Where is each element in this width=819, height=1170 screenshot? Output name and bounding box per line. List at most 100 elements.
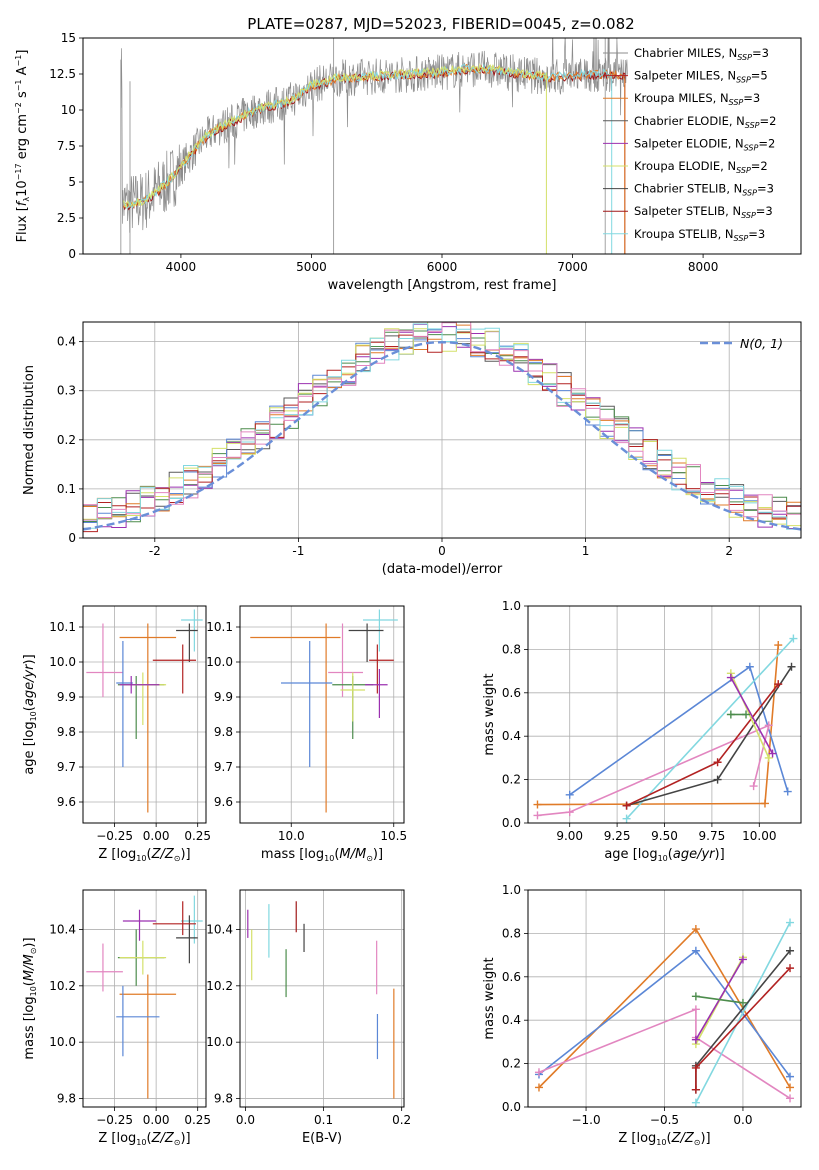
- residuals-xtick-label: 0: [438, 544, 446, 558]
- residuals-xtick-label: 2: [725, 544, 733, 558]
- weight_vs_age-xtick-label: 9.25: [604, 829, 631, 843]
- age_vs_mass-ytick-label: 9.7: [214, 760, 233, 774]
- weight-point-marker: [691, 1035, 700, 1044]
- weight-series-line: [626, 683, 779, 807]
- spectrum-axes: 4000 5000 6000 7000 8000 0 2.5 5 7.5 10 12.5 15 wave…: [14, 31, 718, 293]
- spectrum-xtick-label: 8000: [688, 260, 719, 274]
- spectrum-ytick-label: 7.5: [57, 139, 76, 153]
- weight-point-marker: [749, 782, 758, 791]
- mass_vs_ebv-xtick-label: 0.0: [236, 1113, 255, 1127]
- mass_vs_Z-ytick-label: 10.0: [49, 1035, 76, 1049]
- weight-point-marker: [786, 1094, 795, 1103]
- weight_vs_Z-ytick-label: 0.8: [502, 926, 521, 940]
- model-line-kroupa-miles: [123, 63, 626, 254]
- weight-point-marker: [713, 775, 722, 784]
- weight_vs_age-ylabel: mass weight: [482, 673, 497, 755]
- residuals-xtick-label: 1: [582, 544, 590, 558]
- age_vs_mass-xtick-label: 10.5: [380, 829, 407, 843]
- age_vs_Z-ytick-label: 10.1: [49, 620, 76, 634]
- weight-point-marker: [726, 673, 735, 682]
- weight-point-marker: [726, 710, 735, 719]
- legend-label: Kroupa ELODIE, NSSP=2: [634, 159, 768, 175]
- weight-series-line: [537, 645, 779, 806]
- weight-point-marker: [764, 721, 773, 730]
- weight-point-marker: [768, 749, 777, 758]
- mass_vs_ebv-axes: 0.0 0.1 0.2 9.8 10.0 10.2 10.4 E(B-V): [206, 890, 411, 1146]
- weight-point-marker: [738, 998, 747, 1007]
- spectrum-legend: Chabrier MILES, NSSP=3 Salpeter MILES, NS…: [603, 46, 776, 243]
- weight-point-marker: [786, 1083, 795, 1092]
- weight_vs_Z-ytick-label: 1.0: [502, 883, 521, 897]
- residuals-series: [83, 322, 801, 533]
- legend-label: Kroupa MILES, NSSP=3: [634, 91, 760, 107]
- weight_vs_age-ytick-label: 0.0: [502, 816, 521, 830]
- weight-point-marker: [738, 955, 747, 964]
- observed-spectrum-line: [120, 38, 628, 233]
- weight_vs_Z-ytick-label: 0.2: [502, 1057, 521, 1071]
- weight_vs_Z-ytick-label: 0.4: [502, 1013, 521, 1027]
- weight_vs_Z-ytick-label: 0.0: [502, 1100, 521, 1114]
- legend-label: Kroupa STELIB, NSSP=3: [634, 227, 765, 243]
- weight-point-marker: [764, 753, 773, 762]
- mass_vs_Z-axes: −0.25 0.00 0.25 9.8 10.0 10.2 10.4 Z [log10(Z/Z…: [22, 890, 211, 1147]
- age_vs_mass-ytick-label: 9.8: [214, 725, 233, 739]
- gaussian-curve: [83, 340, 801, 531]
- weight_vs_age-frame: [527, 605, 802, 824]
- weight-point-marker: [786, 918, 795, 927]
- weight-point-marker: [691, 1098, 700, 1107]
- spectrum-series: [120, 38, 628, 254]
- legend-label: Salpeter STELIB, NSSP=3: [634, 204, 773, 220]
- weight-point-marker: [786, 964, 795, 973]
- mass_vs_ebv-ytick-label: 10.4: [206, 922, 233, 936]
- residuals-frame: [82, 321, 802, 539]
- weight-series-line: [730, 677, 774, 754]
- spectrum-xtick-label: 5000: [296, 260, 327, 274]
- mass_vs_ebv-xtick-label: 0.1: [314, 1113, 333, 1127]
- weight-point-marker: [533, 811, 542, 820]
- weight-series-line: [730, 672, 770, 759]
- weight-point-marker: [789, 634, 798, 643]
- residuals-ytick-label: 0.2: [57, 433, 76, 447]
- mass_vs_ebv-ytick-label: 10.0: [206, 1035, 233, 1049]
- age_vs_Z-xtick-label: −0.25: [96, 829, 133, 843]
- residual-histogram: [83, 331, 801, 533]
- age_vs_mass-ytick-label: 10.1: [206, 620, 233, 634]
- age_vs_Z-frame: [82, 605, 207, 824]
- weight_vs_Z-frame: [527, 889, 802, 1108]
- legend-label: Chabrier MILES, NSSP=3: [634, 46, 769, 62]
- weight_vs_Z-xlabel: Z [log10(Z/Z⊙)]: [618, 1131, 710, 1147]
- mass_vs_ebv-xlabel: E(B-V): [302, 1131, 342, 1146]
- weight_vs_age-ytick-label: 0.2: [502, 773, 521, 787]
- age_vs_Z-xtick-label: 0.00: [143, 829, 170, 843]
- age_vs_Z-ytick-label: 9.7: [57, 760, 76, 774]
- weight_vs_age-ytick-label: 0.8: [502, 642, 521, 656]
- weight-series-line: [626, 637, 794, 820]
- mass_vs_ebv-ytick-label: 10.2: [206, 979, 233, 993]
- weight_vs_age-xtick-label: 9.00: [556, 829, 583, 843]
- mass_vs_ebv-series: [247, 901, 395, 1099]
- weight-point-marker: [565, 790, 574, 799]
- age_vs_mass-xlabel: mass [log10(M/M⊙)]: [261, 847, 383, 863]
- weight-series-line: [695, 995, 744, 1004]
- weight-series-line: [537, 724, 770, 817]
- spectrum-ytick-label: 5: [68, 175, 76, 189]
- age_vs_Z-series: [86, 609, 203, 813]
- age_vs_mass-series: [250, 609, 398, 813]
- mass_vs_Z-xlabel: Z [log10(Z/Z⊙)]: [98, 1131, 190, 1147]
- spectrum-ytick-label: 2.5: [57, 211, 76, 225]
- weight-point-marker: [622, 814, 631, 823]
- weight_vs_Z-xtick-label: 0.0: [733, 1113, 752, 1127]
- spectrum-xlabel: wavelength [Angstrom, rest frame]: [328, 278, 557, 293]
- weight-point-marker: [760, 799, 769, 808]
- spectrum-xtick-label: 4000: [166, 260, 197, 274]
- weight_vs_Z-xtick-label: −0.5: [650, 1113, 679, 1127]
- weight-series-line: [695, 922, 791, 1104]
- age_vs_mass-ytick-label: 9.9: [214, 690, 233, 704]
- residuals-xtick-label: -2: [149, 544, 161, 558]
- spectrum-ytick-label: 10: [61, 103, 76, 117]
- weight-point-marker: [713, 758, 722, 767]
- mass_vs_Z-xtick-label: −0.25: [96, 1113, 133, 1127]
- age_vs_Z-ytick-label: 9.9: [57, 690, 76, 704]
- age_vs_Z-ylabel: age [log10(age/yr)]: [22, 654, 38, 774]
